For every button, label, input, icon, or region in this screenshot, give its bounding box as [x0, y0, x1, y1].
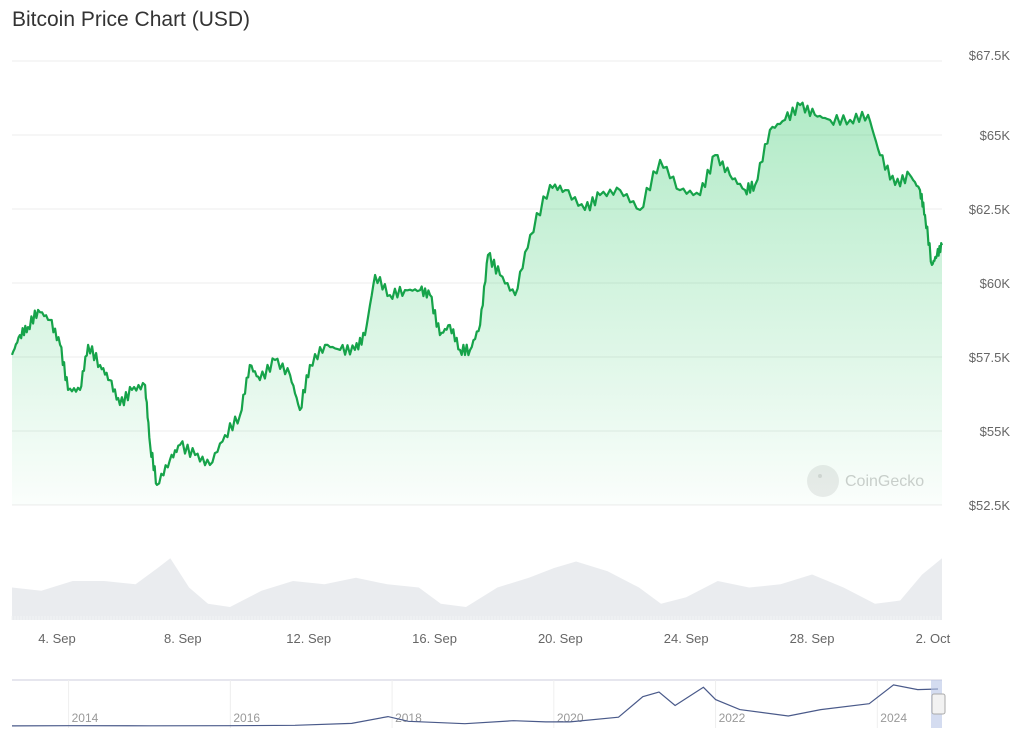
navigator-year-label: 2024	[880, 711, 907, 725]
navigator-year-label: 2022	[719, 711, 746, 725]
x-tick-label: 24. Sep	[664, 631, 709, 646]
navigator-year-label: 2014	[72, 711, 99, 725]
x-tick-label: 2. Oct	[916, 631, 951, 646]
y-tick-label: $65K	[980, 128, 1011, 143]
y-tick-label: $62.5K	[969, 202, 1011, 217]
x-tick-label: 20. Sep	[538, 631, 583, 646]
y-tick-label: $60K	[980, 276, 1011, 291]
navigator-year-label: 2016	[233, 711, 260, 725]
x-tick-label: 28. Sep	[790, 631, 835, 646]
y-tick-label: $52.5K	[969, 498, 1011, 513]
price-line	[10, 101, 944, 486]
chart-title: Bitcoin Price Chart (USD)	[12, 8, 251, 31]
x-tick-label: 16. Sep	[412, 631, 457, 646]
price-area-fill	[12, 102, 942, 505]
navigator-line	[11, 684, 939, 727]
navigator-year-label: 2018	[395, 711, 422, 725]
y-tick-label: $57.5K	[969, 350, 1011, 365]
y-tick-label: $67.5K	[969, 48, 1011, 63]
navigator-year-label: 2020	[557, 711, 584, 725]
x-tick-label: 12. Sep	[286, 631, 331, 646]
x-tick-label: 4. Sep	[38, 631, 76, 646]
y-tick-label: $55K	[980, 424, 1011, 439]
x-tick-label: 8. Sep	[164, 631, 202, 646]
navigator-handle[interactable]	[931, 693, 946, 715]
volume-area	[12, 558, 942, 620]
